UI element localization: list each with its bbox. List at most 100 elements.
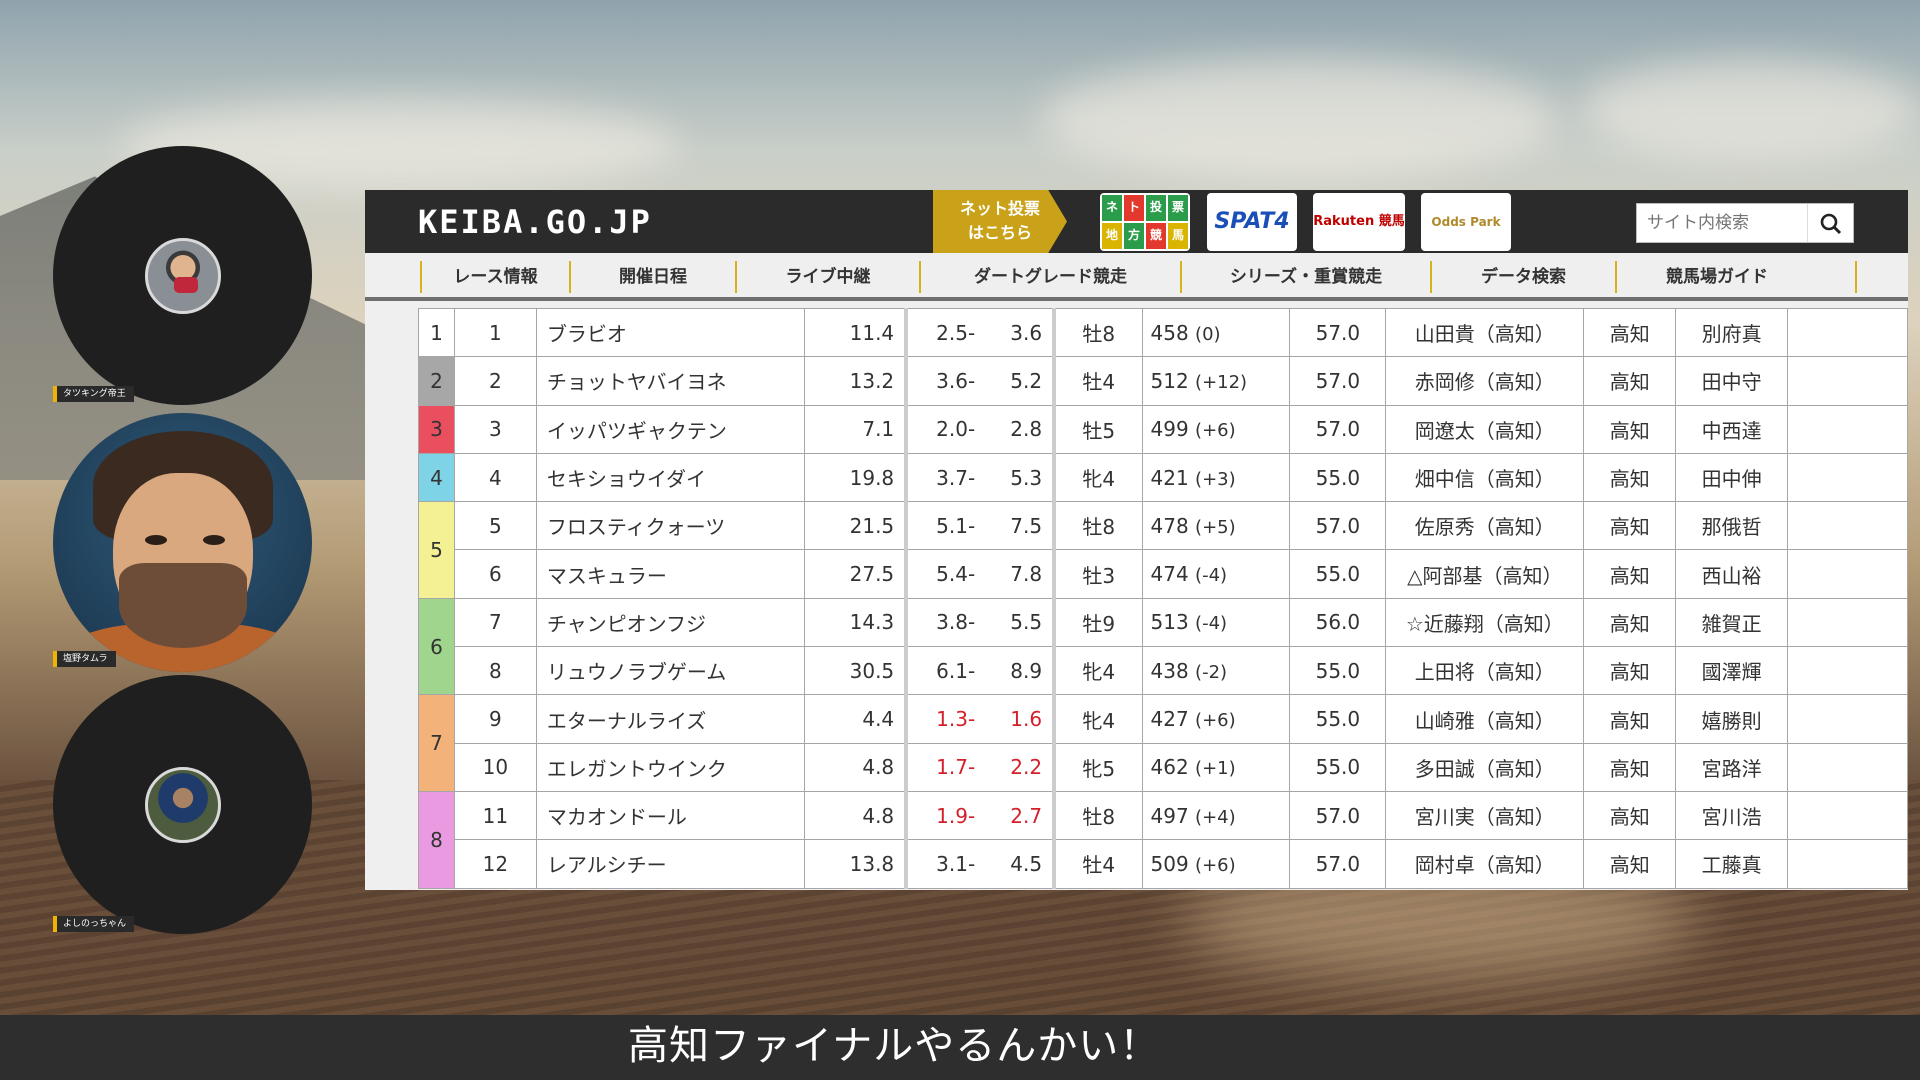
jockey-name[interactable]: 畑中信（高知）	[1385, 452, 1585, 503]
empty-cell	[1787, 646, 1908, 696]
search-input[interactable]	[1637, 204, 1807, 242]
weight-diff: (-4)	[1195, 613, 1228, 635]
region: 高知	[1583, 501, 1677, 551]
place-odds: 1.3- 1.6	[905, 694, 1057, 744]
nav-schedule[interactable]: 開催日程	[569, 261, 735, 293]
jockey-name[interactable]: ☆近藤翔（高知）	[1385, 597, 1585, 648]
weight-value: 427	[1150, 707, 1189, 732]
jockey-name[interactable]: △阿部基（高知）	[1385, 549, 1585, 599]
entry-row[interactable]: 5 5 フロスティクォーツ 21.5 5.1- 7.5 牡8 478 (+5) 57.0 佐原秀（…	[418, 501, 1908, 599]
chiho-keiba-banner[interactable]: ネ ト 投 票 地 方 競 馬	[1100, 193, 1190, 251]
entry-row[interactable]: 2 2 チョットヤバイヨネ 13.2 3.6- 5.2 牡4 512 (+12) 57.0 赤岡修…	[418, 356, 1908, 406]
horse-name[interactable]: チャンピオンフジ	[535, 597, 805, 648]
site-logo[interactable]: KEIBA.GO.JP	[418, 203, 652, 241]
trainer-name[interactable]: 宮路洋	[1675, 742, 1789, 792]
nav-series[interactable]: シリーズ・重賞競走	[1180, 261, 1430, 293]
horse-name[interactable]: エレガントウインク	[535, 742, 805, 792]
main-nav: レース情報 開催日程 ライブ中継 ダートグレード競走 シリーズ・重賞競走 データ…	[365, 253, 1908, 301]
trainer-name[interactable]: 工藤真	[1675, 839, 1789, 889]
horse-name[interactable]: フロスティクォーツ	[535, 501, 805, 551]
place-odds-low: 2.5-	[936, 320, 976, 345]
empty-cell	[1787, 694, 1908, 744]
background-cloud	[1580, 60, 1920, 160]
jockey-name[interactable]: 赤岡修（高知）	[1385, 356, 1585, 406]
nav-dirt-grade[interactable]: ダートグレード競走	[919, 261, 1180, 293]
entry-row[interactable]: 3 3 イッパツギャクテン 7.1 2.0- 2.8 牡5 499 (+6) 57.0 岡遼太（高…	[418, 404, 1908, 454]
place-odds-high: 2.7	[1010, 803, 1043, 828]
entry-row[interactable]: 4 4 セキショウイダイ 19.8 3.7- 5.3 牝4 421 (+3) 55.0 畑中信（高…	[418, 452, 1908, 503]
sex-age: 牝4	[1053, 452, 1143, 503]
jockey-name[interactable]: 岡村卓（高知）	[1385, 839, 1585, 889]
entry-row[interactable]: 7 9 エターナルライズ 4.4 1.3- 1.6 牝4 427 (+6) 55.0 山崎雅（高知…	[418, 694, 1908, 792]
odds-park-banner[interactable]: Odds Park	[1421, 193, 1511, 251]
jockey-name[interactable]: 上田将（高知）	[1385, 646, 1585, 696]
avatar	[53, 413, 312, 672]
place-odds: 6.1- 8.9	[905, 646, 1057, 696]
entry-row[interactable]: 12 レアルシチー 13.8 3.1- 4.5 牡4 509 (+6) 57.0 岡村卓（高知）…	[419, 839, 1908, 889]
horse-weight: 513 (-4)	[1141, 597, 1291, 648]
horse-name[interactable]: マカオンドール	[535, 790, 805, 841]
net-vote-line2: はこちら	[967, 223, 1032, 242]
weight-value: 462	[1150, 755, 1189, 780]
entry-row[interactable]: 6 7 チャンピオンフジ 14.3 3.8- 5.5 牡9 513 (-4) 56.0 ☆近藤翔（…	[418, 597, 1908, 696]
trainer-name[interactable]: 那俄哲	[1675, 501, 1789, 551]
nav-live[interactable]: ライブ中継	[735, 261, 919, 293]
jockey-name[interactable]: 山田貴（高知）	[1385, 307, 1585, 358]
horse-name[interactable]: イッパツギャクテン	[535, 404, 805, 454]
jockey-name[interactable]: 宮川実（高知）	[1385, 790, 1585, 841]
place-odds: 5.4- 7.8	[905, 549, 1057, 599]
nav-race-info[interactable]: レース情報	[420, 261, 569, 293]
trainer-name[interactable]: 宮川浩	[1675, 790, 1789, 841]
trainer-name[interactable]: 西山裕	[1675, 549, 1789, 599]
trainer-name[interactable]: 中西達	[1675, 404, 1789, 454]
mask-icon	[173, 276, 198, 293]
entry-row[interactable]: 8 リュウノラブゲーム 30.5 6.1- 8.9 牝4 438 (-2) 55.0 上田将（高…	[419, 646, 1908, 696]
weight-diff: (+5)	[1195, 516, 1236, 538]
waku-cell: 3	[418, 404, 455, 454]
net-vote-button[interactable]: ネット投票 はこちら	[933, 190, 1067, 253]
participant-video-3[interactable]	[53, 675, 312, 934]
jockey-name[interactable]: 山崎雅（高知）	[1385, 694, 1585, 744]
jockey-name[interactable]: 多田誠（高知）	[1385, 742, 1585, 792]
horse-name[interactable]: マスキュラー	[535, 549, 805, 599]
horse-name[interactable]: リュウノラブゲーム	[535, 646, 805, 696]
trainer-name[interactable]: 田中伸	[1675, 452, 1789, 503]
participant-video-2[interactable]	[53, 413, 312, 672]
nav-track-guide[interactable]: 競馬場ガイド	[1615, 261, 1817, 293]
trainer-name[interactable]: 嬉勝則	[1675, 694, 1789, 744]
region: 高知	[1583, 356, 1677, 406]
horse-name[interactable]: ブラビオ	[535, 307, 805, 358]
trainer-name[interactable]: 別府真	[1675, 307, 1789, 358]
jockey-name[interactable]: 佐原秀（高知）	[1385, 501, 1585, 551]
nav-data-search[interactable]: データ検索	[1430, 261, 1615, 293]
place-odds-low: 1.3-	[936, 707, 976, 732]
horse-name[interactable]: セキショウイダイ	[535, 452, 805, 503]
sex-age: 牡8	[1053, 307, 1143, 358]
entry-row[interactable]: 8 11 マカオンドール 4.8 1.9- 2.7 牡8 497 (+4) 57.0 宮川実（高知…	[418, 790, 1908, 889]
search-button[interactable]	[1807, 204, 1853, 242]
rakuten-keiba-banner[interactable]: Rakuten 競馬	[1313, 193, 1405, 251]
entry-row[interactable]: 10 エレガントウインク 4.8 1.7- 2.2 牝5 462 (+1) 55.0 多田誠（高…	[419, 742, 1908, 792]
weight-value: 458	[1150, 320, 1189, 345]
weight-diff: (+12)	[1195, 371, 1248, 393]
place-odds-high: 1.6	[1010, 707, 1043, 732]
horse-weight: 458 (0)	[1141, 307, 1291, 358]
participant-video-1[interactable]	[53, 146, 312, 405]
place-odds-low: 3.7-	[936, 465, 976, 490]
win-odds: 7.1	[803, 404, 909, 454]
win-odds: 19.8	[803, 452, 909, 503]
entry-row[interactable]: 1 1 ブラビオ 11.4 2.5- 3.6 牡8 458 (0) 57.0 山田貴（高知） 高知別…	[418, 307, 1908, 358]
horse-name[interactable]: チョットヤバイヨネ	[535, 356, 805, 406]
spat4-banner[interactable]: SPAT4	[1207, 193, 1297, 251]
waku-cell: 1	[418, 307, 455, 358]
trainer-name[interactable]: 雑賀正	[1675, 597, 1789, 648]
jockey-name[interactable]: 岡遼太（高知）	[1385, 404, 1585, 454]
entry-row[interactable]: 6 マスキュラー 27.5 5.4- 7.8 牡3 474 (-4) 55.0 △阿部基（高知）…	[419, 549, 1908, 599]
place-odds-low: 3.8-	[936, 610, 976, 635]
horse-name[interactable]: レアルシチー	[535, 839, 805, 889]
trainer-name[interactable]: 國澤輝	[1675, 646, 1789, 696]
horse-name[interactable]: エターナルライズ	[535, 694, 805, 744]
trainer-name[interactable]: 田中守	[1675, 356, 1789, 406]
chiho-char: 競	[1146, 223, 1166, 249]
place-odds-low: 2.0-	[936, 417, 976, 442]
